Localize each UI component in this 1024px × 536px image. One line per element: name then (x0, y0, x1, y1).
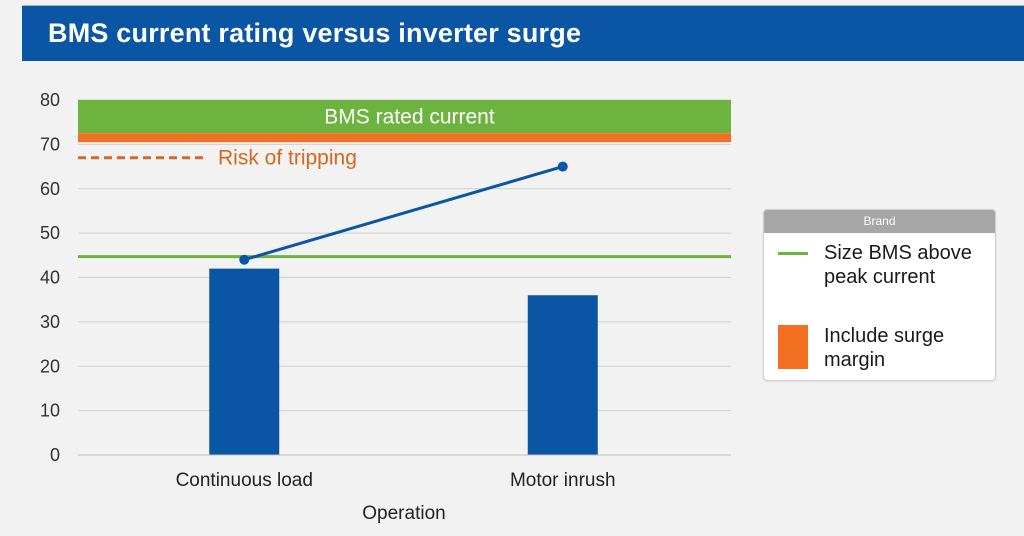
bar (527, 295, 598, 455)
y-tick-label: 60 (40, 179, 60, 199)
line-series-path (243, 165, 564, 262)
bar (209, 268, 280, 455)
page-title: BMS current rating versus inverter surge (48, 18, 582, 48)
x-tick-label: Continuous load (176, 470, 313, 491)
y-tick-label: 80 (40, 90, 60, 110)
y-tick-label: 0 (50, 445, 60, 465)
y-tick-label: 40 (40, 268, 60, 288)
annotations: Risk of tripping (78, 147, 357, 170)
y-tick-label: 30 (40, 312, 60, 332)
legend-item-label: Size BMS above peak current (824, 242, 972, 288)
bands: BMS rated current (78, 100, 731, 143)
line-point (239, 254, 250, 265)
line-series (239, 161, 568, 265)
x-tick-label: Motor inrush (510, 470, 616, 491)
line-point (557, 161, 568, 172)
annotation-label: Risk of tripping (218, 147, 357, 170)
band (78, 133, 731, 143)
legend-line-swatch (778, 252, 808, 255)
y-tick-label: 70 (40, 134, 60, 154)
legend-title: Brand (764, 210, 995, 233)
x-axis-title: Operation (362, 503, 445, 524)
axes: 0 10 20 30 40 50 60 70 80 Continuous load Motor in… (40, 90, 731, 524)
y-tick-label: 20 (40, 356, 60, 376)
band-label: BMS rated current (324, 106, 495, 129)
legend-square-swatch (778, 325, 808, 369)
y-tick-label: 10 (40, 401, 60, 421)
gridlines (78, 99, 731, 456)
legend-item-label: Include surge margin (824, 325, 945, 371)
title-bar: BMS current rating versus inverter surge (22, 5, 1024, 61)
band (78, 100, 731, 134)
legend: Brand Size BMS above peak current Includ… (763, 209, 996, 381)
y-tick-label: 50 (40, 223, 60, 243)
bars (209, 268, 598, 455)
